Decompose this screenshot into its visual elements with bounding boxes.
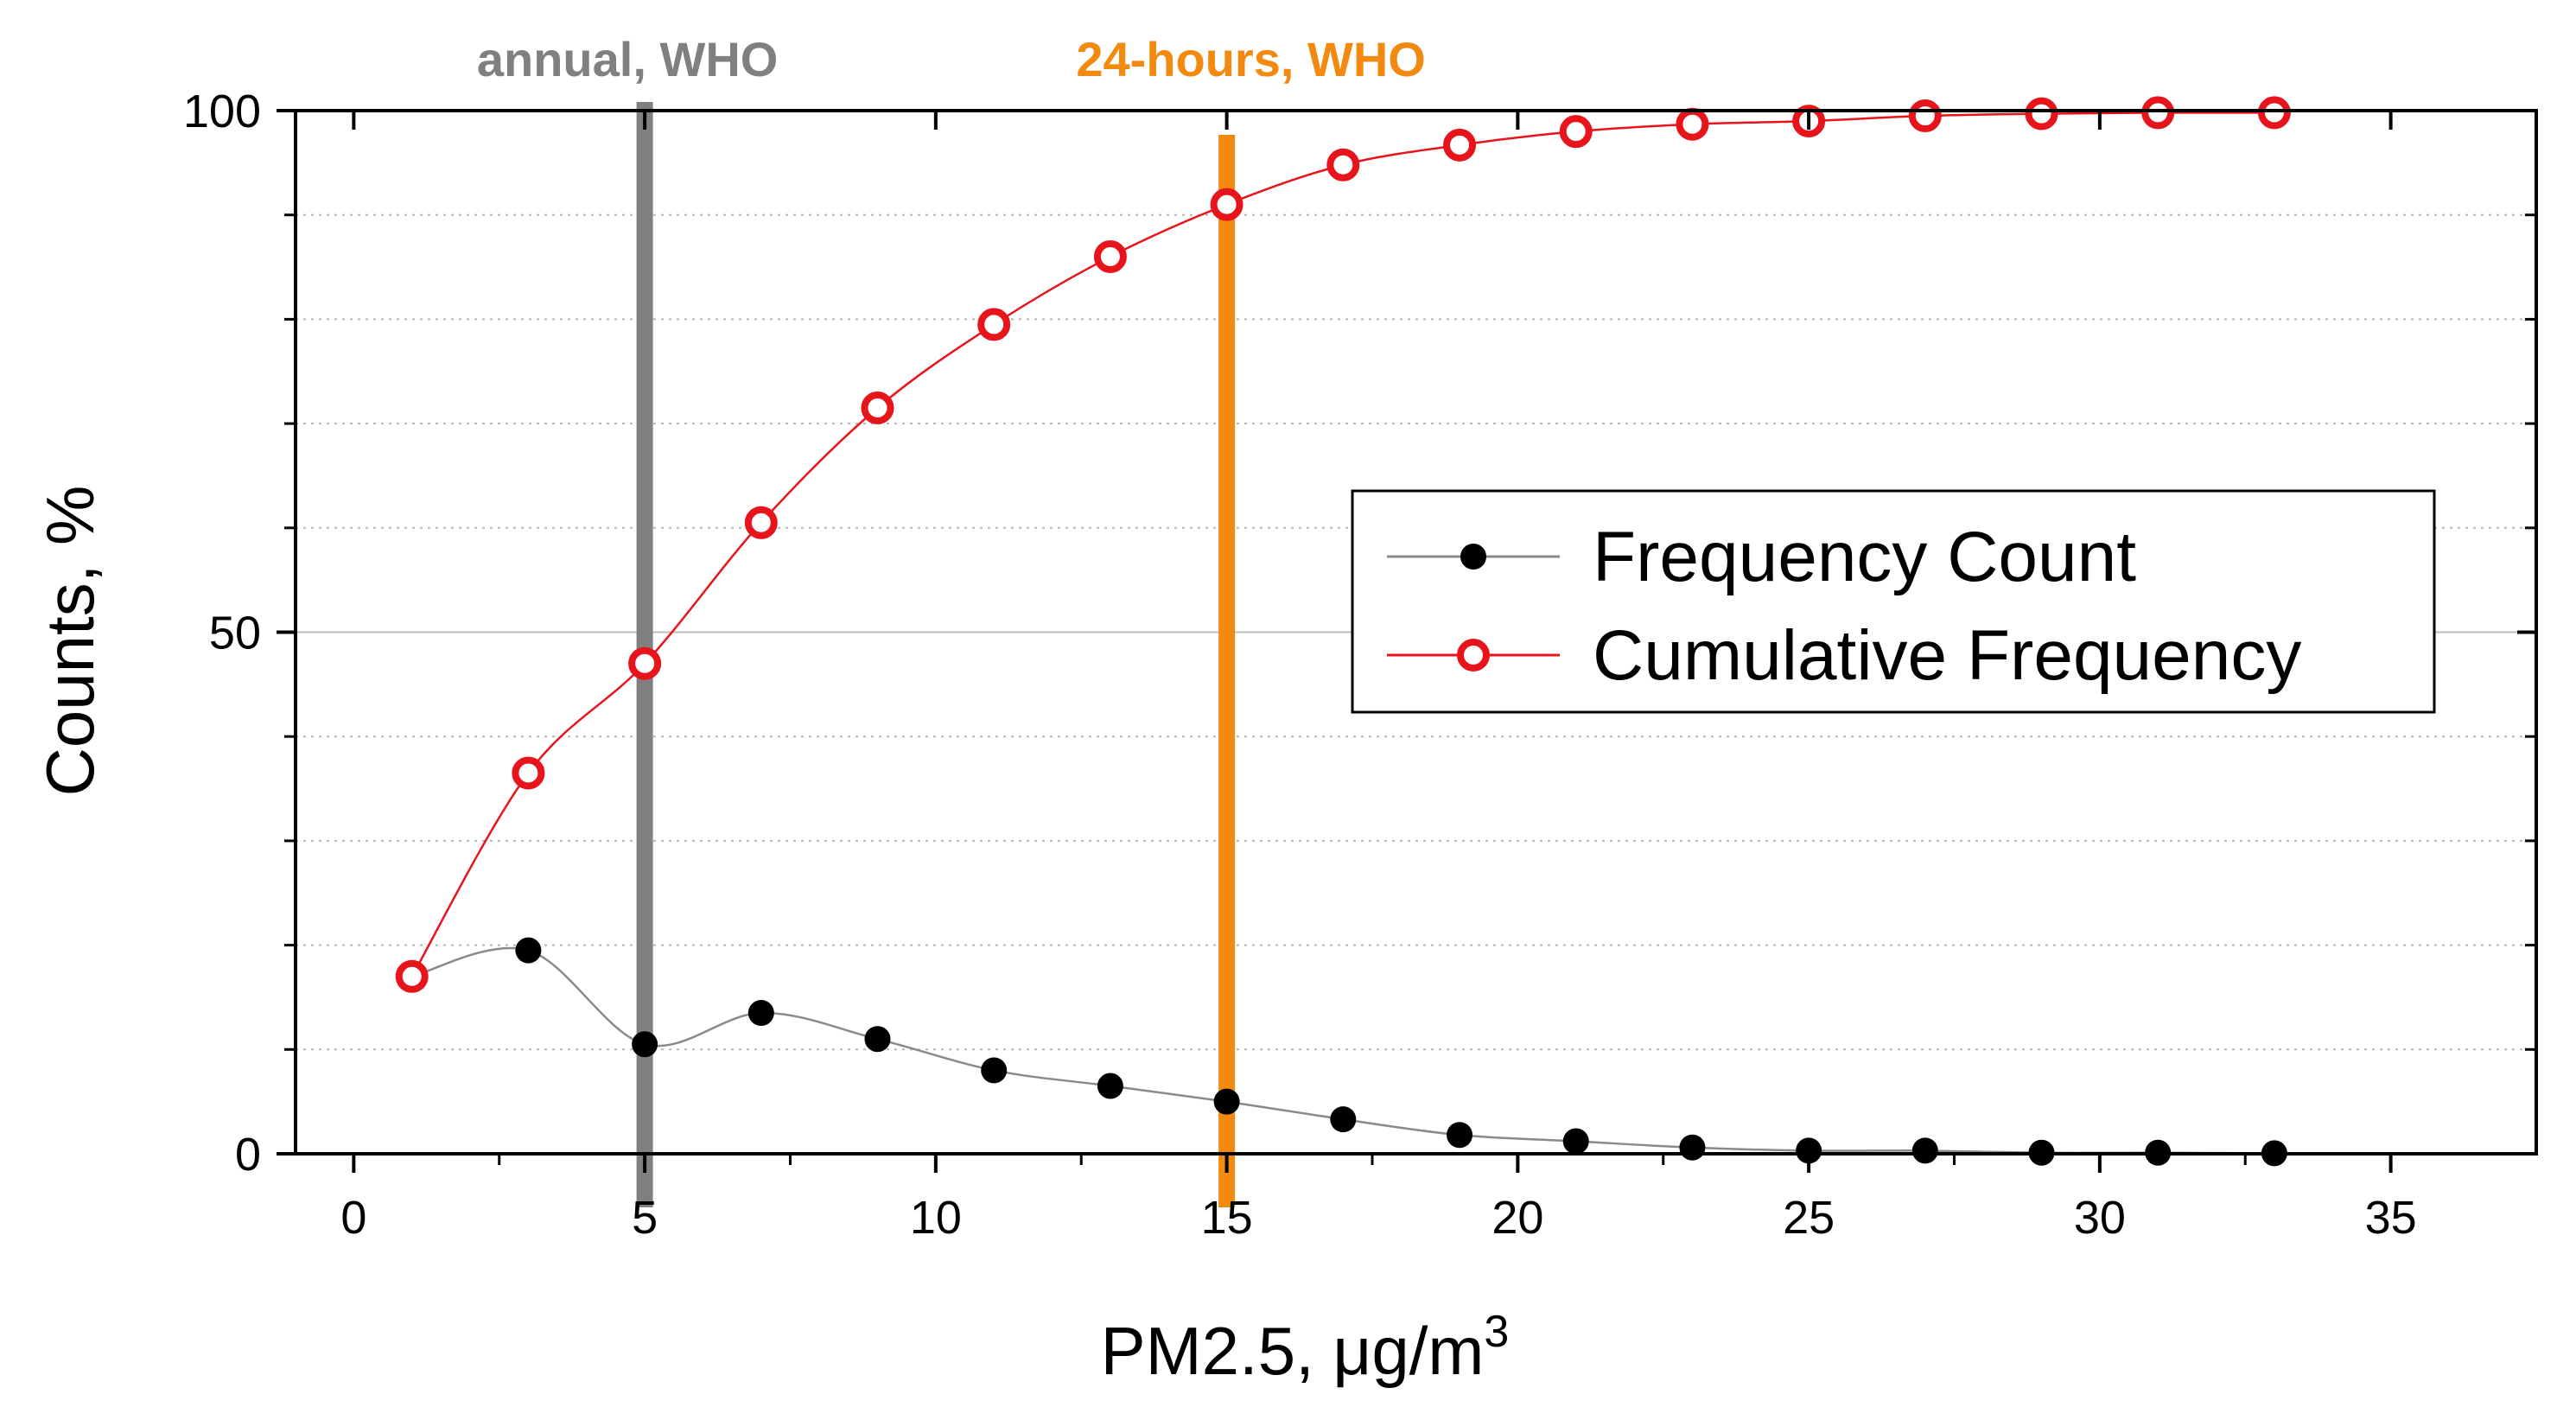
data-point bbox=[1676, 107, 1709, 141]
x-tick-label-25: 25 bbox=[1783, 1192, 1835, 1244]
x-axis-title-superscript: 3 bbox=[1484, 1307, 1509, 1357]
x-tick-label-5: 5 bbox=[632, 1192, 658, 1244]
data-point bbox=[1210, 188, 1243, 221]
data-point bbox=[2141, 96, 2175, 130]
data-point bbox=[747, 1000, 774, 1027]
data-point bbox=[1562, 1128, 1589, 1155]
data-point bbox=[632, 1031, 658, 1058]
series-frequency-count bbox=[398, 937, 2287, 1167]
data-point bbox=[1330, 1106, 1357, 1133]
legend-label: Frequency Count bbox=[1593, 518, 2136, 596]
data-point bbox=[861, 391, 894, 424]
x-tick-label-35: 35 bbox=[2365, 1192, 2417, 1244]
legend-marker bbox=[1460, 544, 1486, 570]
x-tick-label-20: 20 bbox=[1492, 1192, 1543, 1244]
x-tick-label-10: 10 bbox=[910, 1192, 962, 1244]
legend-item-cumulative-frequency: Cumulative Frequency bbox=[1387, 616, 2301, 695]
legend: Frequency Count Cumulative Frequency bbox=[1351, 489, 2436, 714]
data-point bbox=[2025, 97, 2058, 131]
data-point bbox=[395, 959, 429, 993]
data-point bbox=[864, 1026, 891, 1053]
legend-label: Cumulative Frequency bbox=[1593, 616, 2301, 695]
axis-ticks: 0 5 10 15 20 25 30 35 0 50 100 bbox=[183, 86, 2536, 1244]
data-point bbox=[1679, 1134, 1706, 1161]
data-point bbox=[1093, 239, 1127, 273]
x-axis-title: PM2.5, μg/m3 bbox=[1101, 1307, 1510, 1389]
data-point bbox=[1213, 1088, 1240, 1115]
data-point bbox=[1447, 1122, 1473, 1149]
legend-box bbox=[1351, 489, 2436, 714]
data-point bbox=[1097, 1073, 1123, 1099]
y-tick-label-100: 100 bbox=[183, 86, 261, 137]
data-point bbox=[512, 756, 545, 790]
x-tick-label-15: 15 bbox=[1201, 1192, 1253, 1244]
data-point bbox=[981, 1057, 1008, 1084]
data-point bbox=[628, 646, 662, 680]
x-tick-label-0: 0 bbox=[340, 1192, 366, 1244]
x-tick-label-30: 30 bbox=[2074, 1192, 2126, 1244]
legend-marker bbox=[1457, 639, 1490, 672]
data-point bbox=[744, 506, 778, 539]
data-point bbox=[977, 308, 1011, 341]
data-point bbox=[1908, 99, 1942, 133]
legend-item-frequency-count: Frequency Count bbox=[1387, 518, 2136, 596]
reference-lines: annual, WHO 24-hours, WHO bbox=[477, 32, 1426, 1207]
data-point bbox=[1326, 148, 1360, 181]
y-tick-label-0: 0 bbox=[235, 1129, 261, 1181]
y-axis-title: Counts, % bbox=[32, 486, 108, 797]
data-point bbox=[1443, 128, 1477, 162]
y-tick-label-50: 50 bbox=[209, 608, 261, 659]
data-point bbox=[1559, 115, 1593, 149]
reference-label-24h: 24-hours, WHO bbox=[1076, 32, 1425, 86]
reference-label-annual: annual, WHO bbox=[477, 32, 778, 86]
data-point bbox=[1911, 1137, 1938, 1164]
data-point bbox=[1796, 1137, 1822, 1164]
data-point bbox=[515, 937, 542, 964]
data-point bbox=[2257, 96, 2291, 130]
